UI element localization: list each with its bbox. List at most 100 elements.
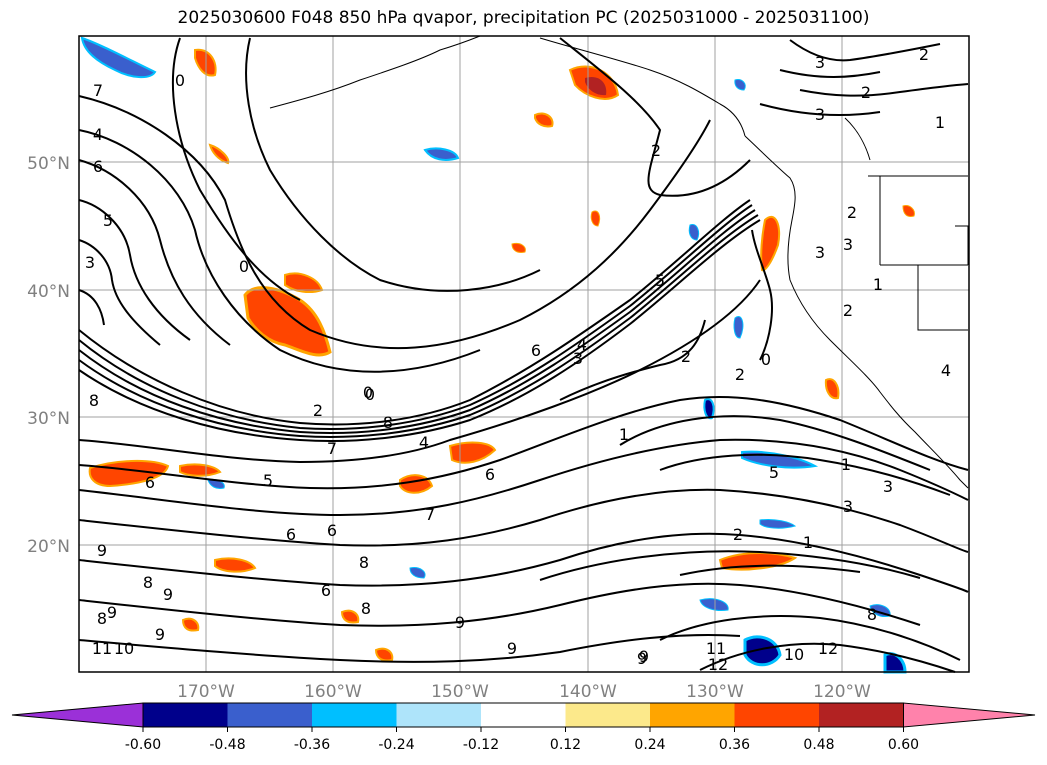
contour-value-label: 8 bbox=[359, 553, 369, 572]
contour-value-label: 9 bbox=[639, 647, 649, 666]
contour-value-label: 5 bbox=[103, 211, 113, 230]
contour-value-label: 5 bbox=[263, 471, 273, 490]
map-frame bbox=[78, 35, 970, 673]
colorbar-tick-label: -0.48 bbox=[209, 737, 245, 753]
lat-label-50: 50°N bbox=[27, 154, 70, 174]
colorbar-tick-label: -0.12 bbox=[463, 737, 499, 753]
contour-value-label: 9 bbox=[163, 585, 173, 604]
colorbar-tick-label: 0.48 bbox=[803, 737, 834, 753]
contour-value-label: 8 bbox=[867, 605, 877, 624]
contour-value-label: 5 bbox=[769, 463, 779, 482]
contour-value-label: 0 bbox=[175, 71, 185, 90]
precip-negative-areas bbox=[80, 36, 907, 674]
lat-label-20: 20°N bbox=[27, 537, 70, 557]
contour-value-label: 9 bbox=[507, 639, 517, 658]
contour-value-label: 2 bbox=[681, 347, 691, 366]
colorbar-tick-label: 0.12 bbox=[550, 737, 581, 753]
lon-label-170w: 170°W bbox=[177, 682, 235, 702]
contour-value-label: 3 bbox=[815, 243, 825, 262]
contour-value-label: 3 bbox=[843, 497, 853, 516]
contour-value-label: 3 bbox=[815, 53, 825, 72]
coastlines bbox=[269, 35, 969, 489]
contour-value-label: 1 bbox=[873, 275, 883, 294]
map-title: 2025030600 F048 850 hPa qvapor, precipit… bbox=[177, 8, 870, 28]
contour-value-label: 4 bbox=[941, 361, 951, 380]
contour-value-label: 0 bbox=[363, 383, 373, 402]
colorbar-tick-label: 0.60 bbox=[888, 737, 919, 753]
contour-value-label: 6 bbox=[145, 473, 155, 492]
map-background bbox=[79, 36, 969, 672]
contour-value-label: 1 bbox=[803, 533, 813, 552]
contour-value-label: 4 bbox=[577, 335, 587, 354]
contour-value-label: 5 bbox=[655, 271, 665, 290]
contour-value-label: 1 bbox=[841, 455, 851, 474]
contour-value-label: 8 bbox=[97, 609, 107, 628]
colorbar-segment bbox=[819, 703, 904, 727]
colorbar-extend-min bbox=[11, 702, 144, 728]
contour-value-label: 3 bbox=[85, 253, 95, 272]
colorbar-segment bbox=[734, 703, 820, 727]
contour-value-label: 8 bbox=[143, 573, 153, 592]
colorbar-segment bbox=[396, 703, 482, 727]
contour-value-label: 6 bbox=[485, 465, 495, 484]
colorbar-segment bbox=[312, 703, 397, 727]
contour-value-label: 9 bbox=[455, 613, 465, 632]
contour-value-label: 10 bbox=[114, 639, 134, 658]
contour-value-label: 6 bbox=[327, 521, 337, 540]
lon-label-130w: 130°W bbox=[686, 682, 744, 702]
contour-value-label: 1 bbox=[935, 113, 945, 132]
contour-value-label: 0 bbox=[239, 257, 249, 276]
colorbar-tick-label: -0.36 bbox=[294, 737, 330, 753]
lon-label-150w: 150°W bbox=[431, 682, 489, 702]
contour-value-label: 6 bbox=[286, 525, 296, 544]
lat-label-40: 40°N bbox=[27, 282, 70, 302]
lon-labels: 170°W 160°W 150°W 140°W 130°W 120°W bbox=[177, 682, 871, 702]
contour-value-label: 0 bbox=[365, 385, 375, 404]
contour-value-label: 10 bbox=[784, 645, 804, 664]
contour-value-label: 8 bbox=[361, 599, 371, 618]
lat-label-30: 30°N bbox=[27, 409, 70, 429]
contour-value-label: 0 bbox=[761, 350, 771, 369]
contour-value-label: 2 bbox=[843, 301, 853, 320]
contour-value-label: 12 bbox=[818, 639, 838, 658]
contour-value-label: 2 bbox=[735, 365, 745, 384]
contour-value-label: 3 bbox=[573, 349, 583, 368]
contour-value-label: 11 bbox=[706, 639, 726, 658]
colorbar-segment bbox=[565, 703, 651, 727]
contour-value-label: 6 bbox=[531, 341, 541, 360]
contour-value-label: 9 bbox=[155, 625, 165, 644]
contour-value-label: 2 bbox=[847, 203, 857, 222]
contour-value-label: 12 bbox=[708, 655, 728, 674]
contour-value-label: 3 bbox=[843, 235, 853, 254]
contour-value-label: 9 bbox=[97, 541, 107, 560]
contour-value-label: 1 bbox=[619, 425, 629, 444]
colorbar-segment bbox=[143, 703, 228, 727]
contour-value-label: 9 bbox=[637, 649, 647, 668]
colorbar-segment bbox=[650, 703, 735, 727]
contour-value-label: 2 bbox=[313, 401, 323, 420]
contour-value-label: 11 bbox=[92, 639, 112, 658]
contour-value-label: 7 bbox=[425, 505, 435, 524]
contour-value-label: 3 bbox=[815, 105, 825, 124]
contour-value-label: 4 bbox=[419, 433, 429, 452]
contour-value-label: 3 bbox=[883, 477, 893, 496]
contour-value-label: 2 bbox=[733, 525, 743, 544]
colorbar: -0.60 -0.48 -0.36 -0.24 -0.12 0.12 0.24 0.36 0.4… bbox=[11, 702, 1036, 753]
lon-label-140w: 140°W bbox=[559, 682, 617, 702]
contour-value-label: 6 bbox=[93, 157, 103, 176]
colorbar-tick-label: -0.60 bbox=[125, 737, 161, 753]
colorbar-segment bbox=[227, 703, 313, 727]
colorbar-tick-label: 0.36 bbox=[719, 737, 750, 753]
contour-value-label: 8 bbox=[89, 391, 99, 410]
colorbar-tick-label: 0.24 bbox=[634, 737, 665, 753]
contour-value-label: 2 bbox=[861, 83, 871, 102]
colorbar-extend-max bbox=[903, 702, 1036, 728]
contour-value-label: 2 bbox=[919, 45, 929, 64]
lon-label-120w: 120°W bbox=[813, 682, 871, 702]
contour-value-label: 7 bbox=[93, 81, 103, 100]
lon-label-160w: 160°W bbox=[304, 682, 362, 702]
contour-value-label: 2 bbox=[651, 141, 661, 160]
qvapor-contours bbox=[78, 37, 969, 673]
contour-value-label: 7 bbox=[327, 439, 337, 458]
